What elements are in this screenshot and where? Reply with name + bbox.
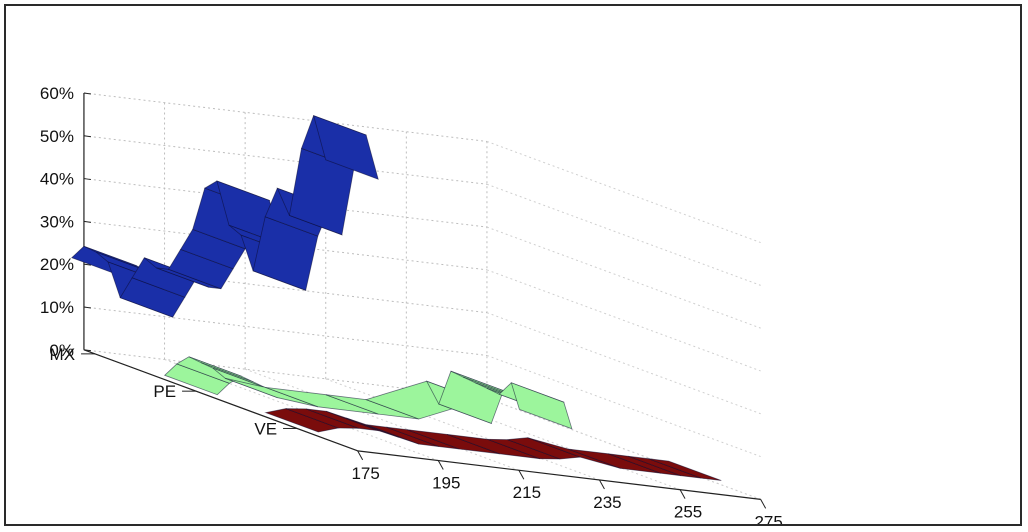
ribbon-chart: 0% 10% 20% 30% 40% 50% 60% MX PE VE 175 195 215 235 25… [40,84,783,524]
category-label-pe: PE [153,382,176,401]
z-tick [83,306,92,309]
floor-gridline [325,378,600,481]
side-gridline [486,397,761,500]
category-label-ve: VE [254,419,277,438]
z-tick [83,263,92,266]
z-tick [83,92,92,95]
z-tick-label: 50% [40,127,74,146]
side-gridline [486,226,761,329]
ribbon-segment [648,458,722,481]
x-tick [357,450,364,461]
side-gridline [486,183,761,286]
x-tick [760,499,767,509]
category-axis [83,349,358,452]
z-gridline [83,306,487,356]
x-tick-label: 195 [432,474,460,493]
x-tick [599,479,605,490]
ribbon-mx [71,114,379,318]
x-tick [679,489,686,499]
x-tick-label: 235 [593,493,621,512]
x-axis [357,450,761,500]
side-gridline [486,312,761,415]
z-gridline [83,135,487,185]
chart-frame: 0% 10% 20% 30% 40% 50% 60% MX PE VE 175 195 215 235 25… [4,4,1022,526]
z-tick [83,135,92,138]
z-tick-label: 0% [49,341,74,360]
x-tick [437,460,444,470]
series-layer [71,114,722,481]
ribbon-pe [163,356,573,430]
labels-layer: 0% 10% 20% 30% 40% 50% 60% MX PE VE 175 195 215 235 25… [40,84,783,524]
z-tick-label: 10% [40,298,74,317]
side-gridline [486,354,761,458]
floor-gridline [406,388,681,491]
z-tick [83,178,92,181]
x-tick-label: 215 [513,483,541,502]
z-tick-label: 40% [40,170,74,189]
ribbon-segment [510,382,573,430]
z-tick-label: 20% [40,255,74,274]
x-tick [518,470,525,480]
z-tick [83,220,92,223]
x-tick-label: 255 [674,503,702,522]
x-tick-label: 275 [754,512,782,524]
z-gridline [83,92,487,142]
z-tick [83,349,92,352]
category-label-mx: MX [50,345,76,364]
z-tick-label: 60% [40,84,74,103]
z-tick-label: 30% [40,212,74,231]
ribbon-ve [264,408,722,481]
side-gridline [486,140,761,244]
side-gridline [486,269,761,372]
ribbon-segment [313,114,379,180]
x-tick-label: 175 [351,464,379,483]
floor-gridline [244,368,520,471]
axes-layer [81,92,767,509]
